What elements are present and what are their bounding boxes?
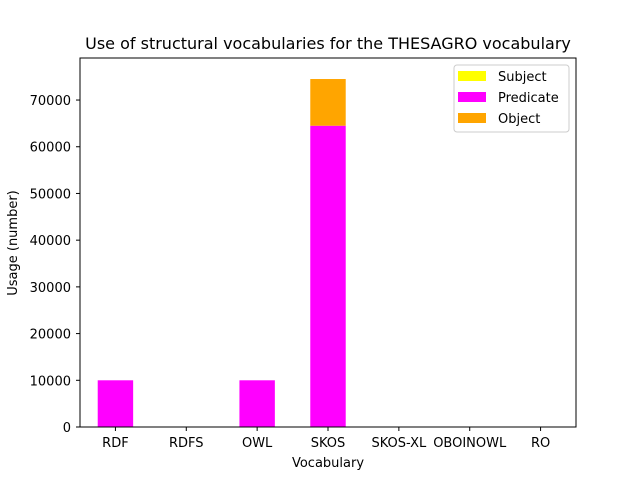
x-tick-label: RDFS (169, 436, 204, 451)
legend-swatch-predicate (458, 92, 486, 102)
x-tick-label: OWL (242, 436, 273, 451)
legend: Subject Predicate Object (453, 64, 570, 133)
bar-object-skos (310, 79, 346, 126)
x-tick-label: SKOS (311, 436, 346, 451)
legend-swatch-object (458, 113, 486, 123)
y-tick-label: 40000 (30, 234, 71, 249)
bar-predicate-skos (310, 125, 346, 428)
legend-swatch-subject (458, 71, 486, 81)
x-axis-label: Vocabulary (292, 456, 364, 471)
x-tick-label: RDF (102, 436, 129, 451)
legend-label-subject: Subject (498, 70, 547, 85)
legend-label-object: Object (498, 112, 540, 127)
bar-predicate-owl (239, 380, 275, 427)
x-tick-label: SKOS-XL (371, 436, 426, 451)
bars-layer (97, 79, 346, 428)
y-tick-label: 10000 (30, 374, 71, 389)
legend-label-predicate: Predicate (498, 91, 559, 106)
chart-title: Use of structural vocabularies for the T… (85, 34, 571, 53)
y-tick-label: 60000 (30, 141, 71, 156)
x-tick-label: OBOINOWL (433, 436, 507, 451)
y-tick-label: 70000 (30, 94, 71, 109)
y-tick-label: 30000 (30, 281, 71, 296)
x-tick-label: RO (531, 436, 550, 451)
y-axis-label: Usage (number) (6, 190, 21, 296)
y-tick-label: 20000 (30, 328, 71, 343)
y-tick-label: 0 (63, 421, 71, 436)
bar-predicate-rdf (97, 380, 134, 427)
axes-layer: RDF RDFS OWL SKOS SKOS-XL OBOINOWL RO 0 10000 200… (30, 57, 577, 451)
y-tick-label: 50000 (30, 187, 71, 202)
